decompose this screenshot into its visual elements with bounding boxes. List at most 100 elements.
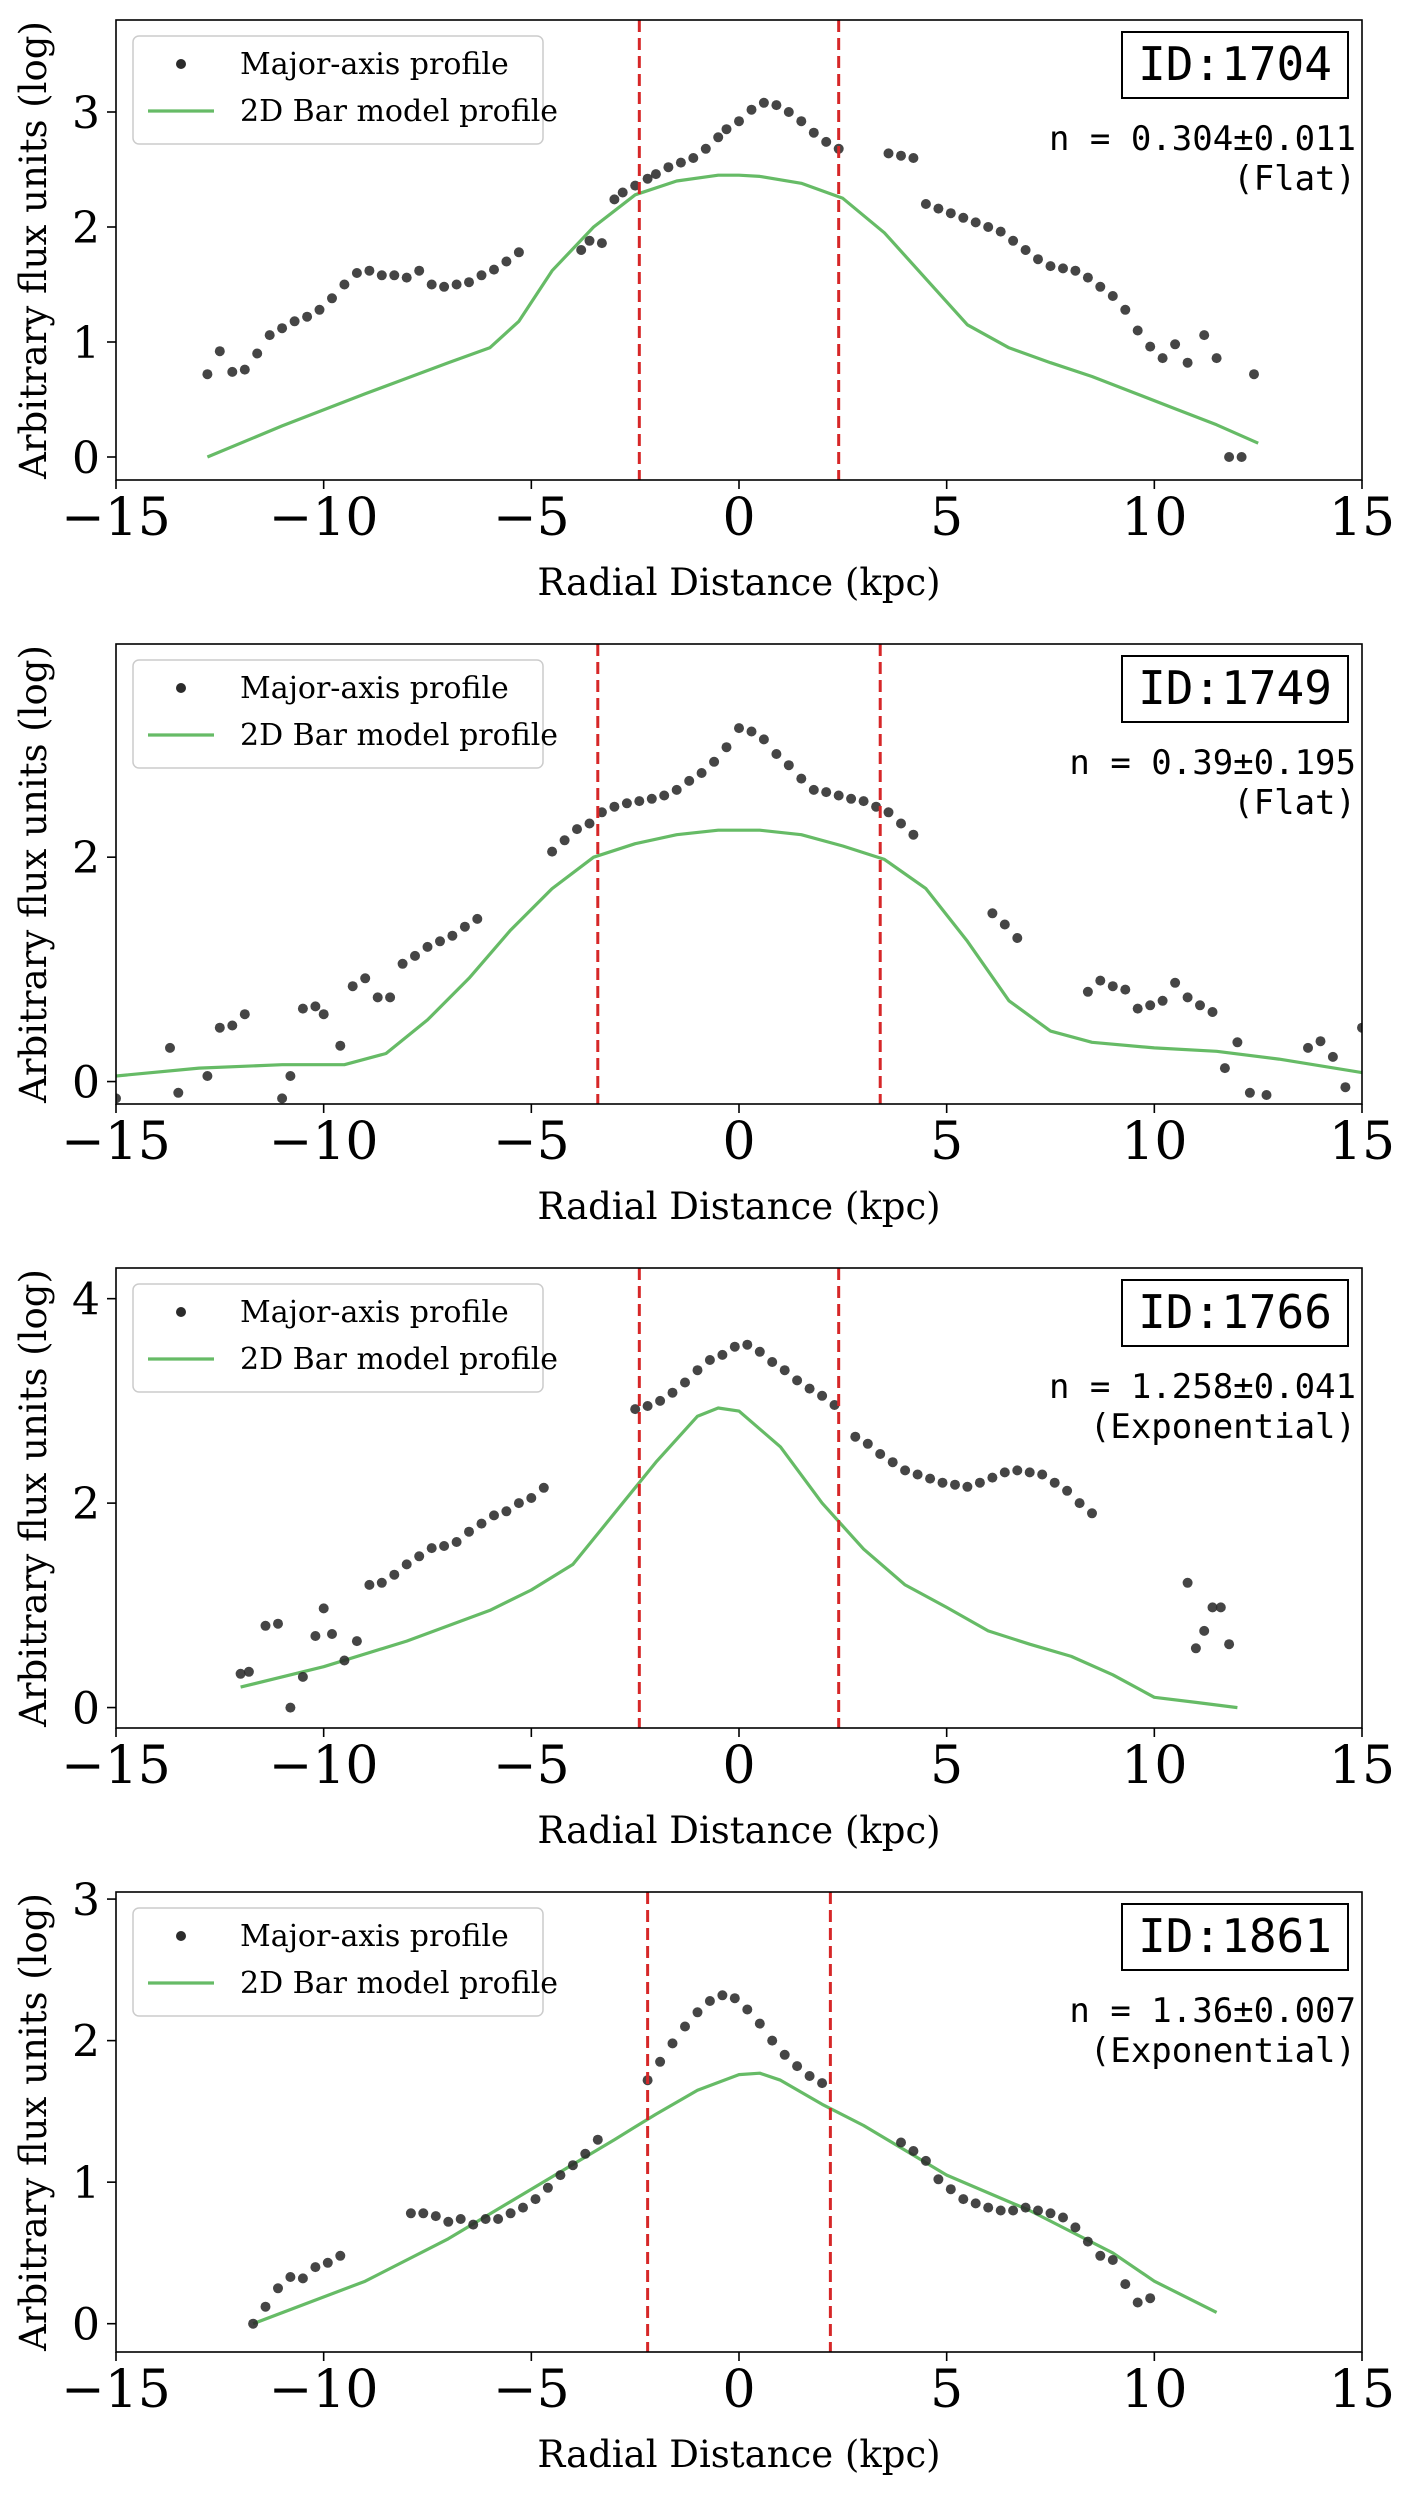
legend-label-points: Major-axis profile [240,671,509,706]
data-point [680,1377,690,1388]
data-point [1182,992,1193,1003]
data-point [896,150,906,161]
data-point [609,194,620,205]
data-point [920,2155,931,2166]
data-point [1008,2205,1019,2216]
data-point [1095,2250,1106,2261]
data-point [439,1541,450,1551]
legend-marker-points [176,1307,186,1317]
data-point [530,2194,541,2205]
x-axis-label: Radial Distance (kpc) [537,561,940,604]
data-point [1244,1087,1255,1098]
data-point [264,330,275,341]
x-tick-label: −10 [269,1736,379,1796]
data-point [642,173,653,184]
x-tick-label: 10 [1121,1112,1187,1172]
x-axis-label: Radial Distance (kpc) [537,1809,940,1852]
data-point [667,2038,678,2049]
data-point [742,2004,753,2015]
data-point [858,796,869,807]
data-point [987,1472,998,1483]
data-point [314,304,325,315]
x-tick-label: 5 [930,2360,963,2420]
data-point [555,2170,566,2181]
data-point [1045,261,1056,272]
x-tick-label: −5 [493,2360,570,2420]
data-point [439,281,450,292]
data-point [339,1655,350,1666]
data-point [617,187,628,198]
legend: Major-axis profile 2D Bar model profile [132,659,558,769]
data-point [655,2056,666,2067]
data-point [734,116,744,127]
x-tick-label: −15 [61,1736,171,1796]
data-point [945,208,956,219]
data-point [1008,235,1019,246]
data-point [260,1620,271,1631]
data-point [771,100,782,111]
legend-label-points: Major-axis profile [240,47,509,82]
chart-panel-1: −15 −10 −5 0 5 10 15 0 1 2 3 Radial Distance (kpc) A… [12,19,1395,604]
data-point [414,265,425,276]
data-point [754,1346,765,1357]
data-point [1087,1508,1097,1519]
data-point [729,1993,740,2004]
y-tick-label: 2 [72,2017,100,2068]
data-point [925,1473,936,1484]
panel-1: −15 −10 −5 0 5 10 15 0 1 2 3 Radial Distance (kpc) A… [0,0,1403,624]
panel-2: −15 −10 −5 0 5 10 15 0 2 Radial Distance (kpc) Arb… [0,624,1403,1248]
y-tick-label: 2 [72,203,100,254]
data-point [513,247,524,258]
data-point [1182,1577,1193,1588]
data-point [576,245,587,255]
data-point [1170,977,1181,988]
data-point [277,1093,288,1104]
data-point [526,1493,537,1503]
data-point [214,1022,225,1033]
legend: Major-axis profile 2D Bar model profile [132,1283,558,1393]
x-tick-label: 0 [722,1736,755,1796]
legend-label-line: 2D Bar model profile [240,1966,558,2001]
data-point [1182,357,1193,368]
data-point [322,2257,333,2268]
data-point [883,148,894,159]
data-point [696,768,707,778]
chart-panel-2: −15 −10 −5 0 5 10 15 0 2 Radial Distance (kpc) Arb… [12,643,1395,1228]
data-point [451,279,462,290]
data-point [896,818,906,829]
panel-4: −15 −10 −5 0 5 10 15 0 1 2 3 Radial Distance (kpc) A… [0,1872,1403,2496]
data-point [704,1996,715,2006]
legend-label-points: Major-axis profile [240,1295,509,1330]
id-box [1121,655,1349,723]
data-point [900,1465,911,1476]
data-point [908,2146,919,2156]
data-point [962,1481,973,1492]
data-point [746,726,757,737]
data-point [758,97,769,108]
data-point [808,784,819,795]
y-axis-label: Arbitrary flux units (log) [12,21,55,480]
data-point [116,1093,121,1104]
data-point [248,2318,259,2329]
data-point [1157,353,1168,364]
data-point [974,1477,985,1488]
data-point [505,2208,516,2219]
data-point [771,749,782,759]
plot-content [235,1268,1238,1728]
data-point [667,1387,678,1398]
data-point [1107,291,1118,301]
data-point [596,807,607,818]
data-point [513,1498,524,1509]
y-axis-label: Arbitrary flux units (log) [12,1893,55,2352]
data-point [1107,2255,1118,2265]
data-point [464,1526,474,1537]
data-point [746,104,757,115]
data-point [945,2184,956,2195]
x-tick-label: 10 [1121,2360,1187,2420]
legend-label-line: 2D Bar model profile [240,1342,558,1377]
y-tick-label: 1 [72,2158,100,2209]
data-point [692,1365,703,1376]
id-box [1121,1279,1349,1347]
data-point [821,787,832,798]
data-point [862,1438,873,1449]
